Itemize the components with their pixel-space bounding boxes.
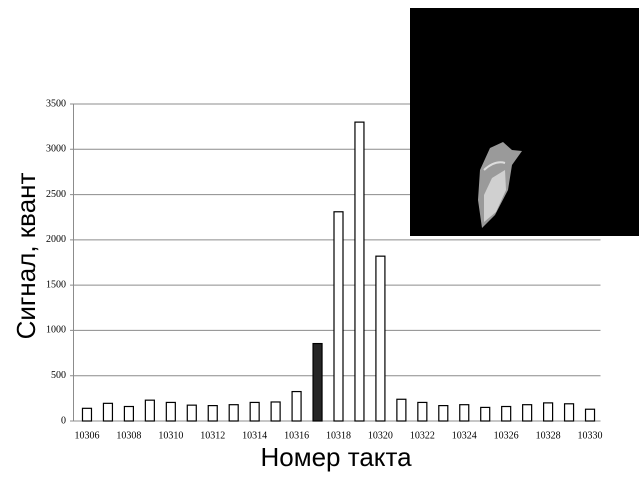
bar: [375, 255, 386, 422]
bar: [480, 406, 491, 422]
x-tick-label: 10316: [284, 430, 309, 441]
bar: [291, 390, 302, 422]
inset-image: [410, 8, 639, 236]
y-tick-label: 3500: [46, 98, 66, 109]
x-tick-label: 10320: [368, 430, 393, 441]
x-tick-label: 10324: [452, 430, 477, 441]
bar: [396, 398, 407, 422]
y-tick-label: 1000: [46, 325, 66, 336]
bar: [333, 211, 344, 422]
bar: [102, 402, 114, 422]
x-tick-label: 10312: [200, 430, 225, 441]
x-tick-label: 10308: [116, 430, 141, 441]
x-axis-label: Номер такта: [260, 442, 412, 472]
y-axis-label: Сигнал, квант: [11, 172, 41, 339]
bar: [354, 121, 365, 422]
x-tick-label: 10314: [242, 430, 267, 441]
y-tick-label: 2500: [46, 189, 66, 200]
x-tick-label: 10318: [326, 430, 351, 441]
y-tick-label: 2000: [46, 234, 66, 245]
bar: [417, 401, 428, 422]
y-tick-label: 500: [51, 370, 66, 381]
y-tick-label: 0: [61, 415, 66, 426]
bar: [207, 405, 218, 422]
inset-background: [410, 8, 639, 236]
x-tick-label: 10330: [578, 430, 603, 441]
x-tick-label: 10322: [410, 430, 435, 441]
y-tick-label: 1500: [46, 279, 66, 290]
y-tick-label: 3000: [46, 144, 66, 155]
plot-area: 0 500 1000 1500 2000 2500 3000 3500 10306 10308 10…: [46, 98, 603, 441]
bar: [312, 342, 323, 422]
bar: [459, 404, 470, 422]
bar: [438, 405, 449, 422]
bar: [584, 408, 596, 422]
bar: [270, 401, 281, 422]
bar: [144, 399, 155, 422]
x-tick-label: 10326: [494, 430, 519, 441]
x-tick-label: 10306: [74, 430, 99, 441]
bar: [522, 404, 533, 422]
bar: [563, 403, 575, 422]
bar: [81, 407, 93, 422]
bar: [186, 404, 197, 422]
bar: [501, 405, 512, 422]
x-tick-label: 10310: [158, 430, 183, 441]
x-tick-label: 10328: [536, 430, 561, 441]
bar: [165, 401, 176, 422]
bar: [542, 402, 554, 422]
bar: [228, 404, 239, 422]
inset-highlight: [484, 170, 506, 222]
inset-edge: [483, 161, 506, 171]
bar: [249, 401, 260, 422]
bar: [123, 405, 135, 422]
